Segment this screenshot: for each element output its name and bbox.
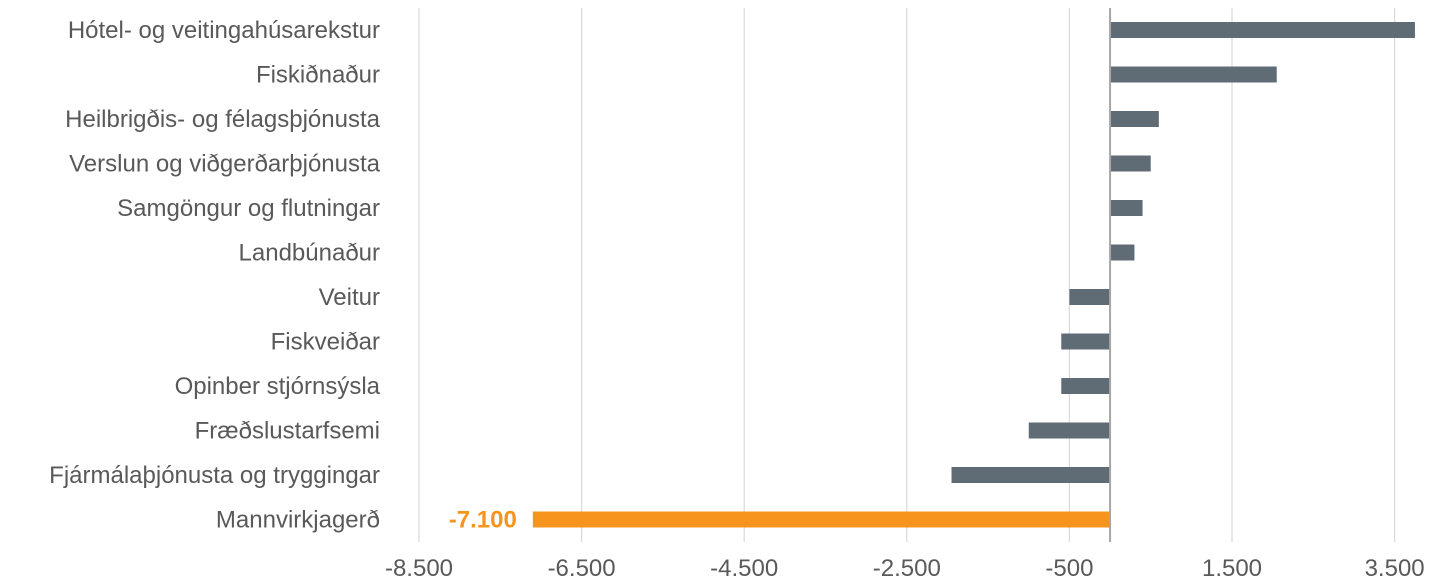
bar-fraedslustarfsemi [1028,422,1111,439]
category-label: Fjármálaþjónusta og tryggingar [49,462,380,489]
category-label: Veitur [319,284,380,311]
data-labels: -7.100 [449,507,517,534]
category-label: Opinber stjórnsýsla [175,373,381,400]
category-label: Hótel- og veitingahúsarekstur [68,17,380,44]
bar-veitur [1069,289,1111,305]
bar-heilbrigdis-og-felagsthjonusta [1110,111,1159,127]
x-tick-label: 3.500 [1365,555,1425,582]
category-label: Mannvirkjagerð [216,507,380,534]
bar-hotel-og-veitingahusarekstur [1110,22,1415,38]
bar-landbunadur [1110,244,1135,261]
category-label: Heilbrigðis- og félagsþjónusta [65,106,381,133]
x-tick-label: -4.500 [710,555,778,582]
category-label: Fiskiðnaður [256,62,380,89]
bar-verslun-og-vidgerdarthjonusta [1110,155,1151,172]
category-label: Fræðslustarfsemi [195,418,380,445]
bar-opinber-stjornsysla [1061,378,1111,394]
x-tick-label: -8.500 [385,555,453,582]
data-label: -7.100 [449,507,517,534]
bar-fjarmalathjonusta-og-tryggingar [951,467,1111,483]
x-tick-label: 1.500 [1202,555,1262,582]
category-label: Samgöngur og flutningar [117,195,380,222]
x-tick-label: -6.500 [548,555,616,582]
category-label: Fiskveiðar [271,329,380,356]
bars [532,22,1415,528]
bar-samgongur-og-flutningar [1110,200,1143,216]
bar-fiskidnadur [1110,66,1277,83]
bar-fiskveidar [1061,333,1111,350]
bar-mannvirkjagerd [532,511,1111,528]
category-label: Landbúnaður [239,240,380,267]
x-tick-labels: -8.500 -6.500 -4.500 -2.500 -500 1.500 3.500 [385,555,1425,582]
x-tick-label: -2.500 [873,555,941,582]
gridlines [418,8,1396,542]
category-label: Verslun og viðgerðarþjónusta [69,151,381,178]
x-tick-label: -500 [1045,555,1093,582]
category-labels: Hótel- og veitingahúsarekstur Fiskiðnaður… [49,17,380,534]
